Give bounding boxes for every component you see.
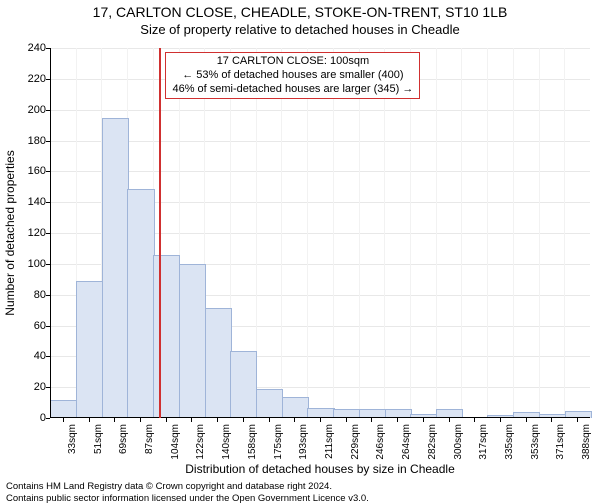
- y-tick-mark: [46, 418, 50, 419]
- x-tick-mark: [269, 418, 270, 422]
- y-tick-label: 220: [18, 73, 46, 85]
- y-axis-label: Number of detached properties: [3, 150, 17, 315]
- grid-line-v: [564, 48, 565, 418]
- x-tick-mark: [474, 418, 475, 422]
- y-tick-label: 140: [18, 196, 46, 208]
- x-tick-mark: [89, 418, 90, 422]
- grid-line-v: [539, 48, 540, 418]
- histogram-bar: [102, 118, 129, 418]
- y-tick-label: 100: [18, 258, 46, 270]
- grid-line-v: [410, 48, 411, 418]
- grid-line-v: [487, 48, 488, 418]
- x-tick-mark: [577, 418, 578, 422]
- property-marker-line: [159, 48, 161, 418]
- x-tick-mark: [140, 418, 141, 422]
- histogram-bar: [230, 351, 257, 418]
- x-tick-mark: [166, 418, 167, 422]
- histogram-bar: [50, 400, 77, 418]
- x-tick-mark: [449, 418, 450, 422]
- y-tick-label: 60: [18, 320, 46, 332]
- grid-line-v: [436, 48, 437, 418]
- x-tick-mark: [320, 418, 321, 422]
- histogram-chart: Number of detached properties 0204060801…: [50, 48, 590, 418]
- y-tick-label: 180: [18, 135, 46, 147]
- histogram-bar: [153, 255, 180, 418]
- grid-line-h: [50, 171, 590, 172]
- y-tick-label: 0: [18, 412, 46, 424]
- x-tick-mark: [500, 418, 501, 422]
- y-tick-label: 160: [18, 165, 46, 177]
- x-tick-mark: [551, 418, 552, 422]
- x-tick-mark: [371, 418, 372, 422]
- x-tick-mark: [114, 418, 115, 422]
- y-tick-label: 80: [18, 289, 46, 301]
- histogram-bar: [179, 264, 206, 418]
- x-tick-mark: [526, 418, 527, 422]
- histogram-bar: [205, 308, 232, 418]
- y-tick-label: 40: [18, 350, 46, 362]
- x-tick-mark: [63, 418, 64, 422]
- grid-line-v: [281, 48, 282, 418]
- property-callout: 17 CARLTON CLOSE: 100sqm← 53% of detache…: [165, 52, 420, 99]
- x-tick-mark: [243, 418, 244, 422]
- grid-line-h: [50, 48, 590, 49]
- footer-attribution: Contains HM Land Registry data © Crown c…: [6, 481, 369, 504]
- plot-area: 02040608010012014016018020022024033sqm51…: [50, 48, 590, 418]
- grid-line-h: [50, 110, 590, 111]
- grid-line-v: [333, 48, 334, 418]
- footer-line-2: Contains public sector information licen…: [6, 493, 369, 504]
- x-tick-mark: [294, 418, 295, 422]
- grid-line-v: [384, 48, 385, 418]
- histogram-bar: [127, 189, 154, 418]
- y-tick-label: 200: [18, 104, 46, 116]
- y-tick-label: 240: [18, 42, 46, 54]
- callout-line: 17 CARLTON CLOSE: 100sqm: [172, 55, 413, 69]
- grid-line-v: [307, 48, 308, 418]
- histogram-bar: [256, 389, 283, 418]
- x-tick-mark: [397, 418, 398, 422]
- footer-line-1: Contains HM Land Registry data © Crown c…: [6, 481, 369, 492]
- x-tick-mark: [346, 418, 347, 422]
- y-axis-line: [50, 48, 51, 418]
- grid-line-v: [513, 48, 514, 418]
- y-tick-label: 20: [18, 381, 46, 393]
- page-subtitle: Size of property relative to detached ho…: [0, 22, 600, 37]
- page-title: 17, CARLTON CLOSE, CHEADLE, STOKE-ON-TRE…: [0, 4, 600, 20]
- callout-line: 46% of semi-detached houses are larger (…: [172, 83, 413, 97]
- grid-line-h: [50, 141, 590, 142]
- x-axis-line: [50, 417, 590, 418]
- callout-line: ← 53% of detached houses are smaller (40…: [172, 69, 413, 83]
- grid-line-v: [359, 48, 360, 418]
- histogram-bar: [76, 281, 103, 418]
- x-tick-mark: [217, 418, 218, 422]
- x-axis-label: Distribution of detached houses by size …: [50, 462, 590, 476]
- y-tick-label: 120: [18, 227, 46, 239]
- x-tick-mark: [423, 418, 424, 422]
- grid-line-v: [461, 48, 462, 418]
- histogram-bar: [282, 397, 309, 418]
- x-tick-mark: [191, 418, 192, 422]
